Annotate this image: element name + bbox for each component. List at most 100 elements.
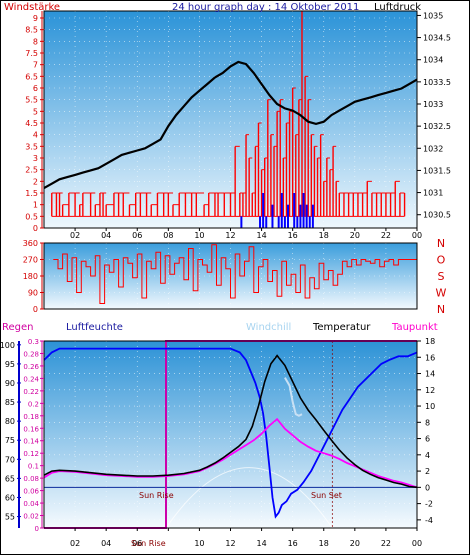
temp-y-tick-label: -2: [425, 500, 433, 509]
temperature-line: [43, 354, 418, 489]
climate-x-tick-label: 22: [381, 539, 391, 548]
temp-y-tick-label: 18: [425, 337, 435, 346]
wind-y-tick-label: 9: [33, 14, 38, 23]
humidity-y-tick-label: 65: [5, 474, 15, 483]
rain-y-tick-label: 0.22: [23, 388, 39, 396]
temp-y-tick-label: 8: [425, 418, 430, 427]
wind-y-tick-label: 0: [33, 224, 38, 233]
rain-y-tick-label: 0.16: [23, 425, 39, 433]
pressure-y-tick-label: 1032: [423, 144, 443, 153]
rain-y-tick-label: 0.06: [23, 488, 39, 496]
compass-label: N: [437, 237, 445, 250]
rain-y-tick-label: 0: [35, 525, 39, 533]
direction-y-tick-label: 90: [28, 289, 38, 298]
climate-x-tick-label: 20: [350, 539, 360, 548]
wind-speed-title: Windstärke: [4, 2, 60, 13]
temp-y-tick-label: 6: [425, 435, 430, 444]
humidity-y-tick-label: 70: [5, 455, 15, 464]
pressure-y-tick-label: 1033.5: [423, 78, 451, 87]
sun-layer: [44, 341, 417, 529]
wind-y-tick-label: 4.5: [25, 119, 38, 128]
direction-y-tick-label: 180: [23, 272, 38, 281]
pressure-y-tick-label: 1032.5: [423, 122, 451, 131]
rain-y-tick-label: 0.2: [28, 400, 39, 408]
humidity-y-tick-label: 85: [5, 398, 15, 407]
wind-x-tick-label: 04: [101, 231, 111, 240]
sunrise-label: Sun Rise: [139, 491, 174, 500]
climate-x-tick-label: 04: [101, 539, 111, 548]
sun-arc: [165, 467, 333, 529]
rain-y-tick-label: 0.14: [23, 438, 39, 446]
rain-y-tick-label: 0.3: [28, 338, 39, 346]
humidity-y-tick-label: 95: [5, 360, 15, 369]
wind-y-tick-label: 3: [33, 154, 38, 163]
climate-x-tick-label: 18: [319, 539, 329, 548]
wind-x-tick-label: 22: [381, 231, 391, 240]
wind-y-tick-label: 8.5: [25, 26, 38, 35]
direction-y-tick-label: 360: [23, 239, 38, 248]
wind-y-tick-label: 7: [33, 61, 38, 70]
direction-line: [53, 244, 417, 304]
chart-title: 24 hour graph day : 14 Oktober 2011: [172, 2, 359, 13]
wind-x-tick-label: 14: [256, 231, 266, 240]
windchill-line: [284, 377, 303, 417]
climate-x-tick-label: 16: [288, 539, 298, 548]
temp-y-tick-label: -4: [425, 516, 433, 525]
humidity-y-tick-label: 100: [0, 341, 15, 350]
humidity-y-tick-label: 55: [5, 513, 15, 522]
wind-y-tick-label: 4: [33, 131, 38, 140]
wind-x-tick-label: 02: [70, 231, 80, 240]
humidity-label: Luftfeuchte: [66, 322, 123, 333]
direction-y-tick-label: 270: [23, 256, 38, 265]
climate-x-tick-label: 14: [256, 539, 266, 548]
temp-y-tick-label: 2: [425, 467, 430, 476]
pressure-y-tick-label: 1034.5: [423, 34, 451, 43]
temp-y-tick-label: 0: [425, 483, 430, 492]
rain-y-tick-label: 0.26: [23, 363, 39, 371]
pressure-y-tick-label: 1031.5: [423, 166, 451, 175]
temp-y-tick-label: 10: [425, 402, 435, 411]
wind-x-tick-label: 10: [194, 231, 204, 240]
humidity-y-tick-label: 75: [5, 436, 15, 445]
wind-y-tick-label: 1: [33, 201, 38, 210]
wind-x-tick-label: 18: [319, 231, 329, 240]
pressure-y-tick-label: 1030.5: [423, 211, 451, 220]
compass-label: S: [438, 270, 445, 283]
humidity-y-tick-label: 80: [5, 417, 15, 426]
climate-x-tick-label: 12: [225, 539, 235, 548]
pressure-y-tick-label: 1031: [423, 189, 443, 198]
pressure-y-tick-label: 1034: [423, 56, 443, 65]
wind-x-tick-label: 08: [163, 231, 173, 240]
wind-y-tick-label: 6.5: [25, 72, 38, 81]
rain-y-tick-label: 0.1: [28, 463, 39, 471]
compass-label: W: [436, 287, 447, 300]
wind-y-tick-label: 7.5: [25, 49, 38, 58]
sunset-label: Sun Set: [311, 491, 342, 500]
temp-y-tick-label: 16: [425, 353, 435, 362]
wind-y-tick-label: 6: [33, 84, 38, 93]
rain-y-tick-label: 0.08: [23, 475, 39, 483]
pressure-title: Luftdruck: [374, 2, 421, 13]
rain-y-tick-label: 0.28: [23, 350, 39, 358]
climate-x-tick-label: 06: [132, 539, 142, 548]
pressure-y-tick-label: 1035: [423, 11, 443, 20]
sunrise-axis-label: Sun Rise: [131, 539, 166, 548]
wind-x-tick-label: 16: [288, 231, 298, 240]
wind-y-tick-label: 2: [33, 177, 38, 186]
humidity-y-tick-label: 60: [5, 493, 15, 502]
wind-y-tick-label: 8: [33, 37, 38, 46]
wind-y-tick-label: 3.5: [25, 142, 38, 151]
compass-label: N: [437, 303, 445, 316]
direction-y-tick-label: 0: [33, 305, 38, 314]
rain-y-tick-label: 0.04: [23, 500, 39, 508]
humidity-line: [43, 347, 418, 519]
climate-panel-background: [44, 341, 417, 528]
axis-ticks: 00.511.522.533.544.555.566.577.588.59103…: [0, 11, 451, 548]
compass-label: O: [437, 254, 446, 267]
wind-x-tick-label: 20: [350, 231, 360, 240]
pressure-y-tick-label: 1033: [423, 100, 443, 109]
wind-y-tick-label: 5.5: [25, 96, 38, 105]
pressure-line: [43, 60, 418, 190]
